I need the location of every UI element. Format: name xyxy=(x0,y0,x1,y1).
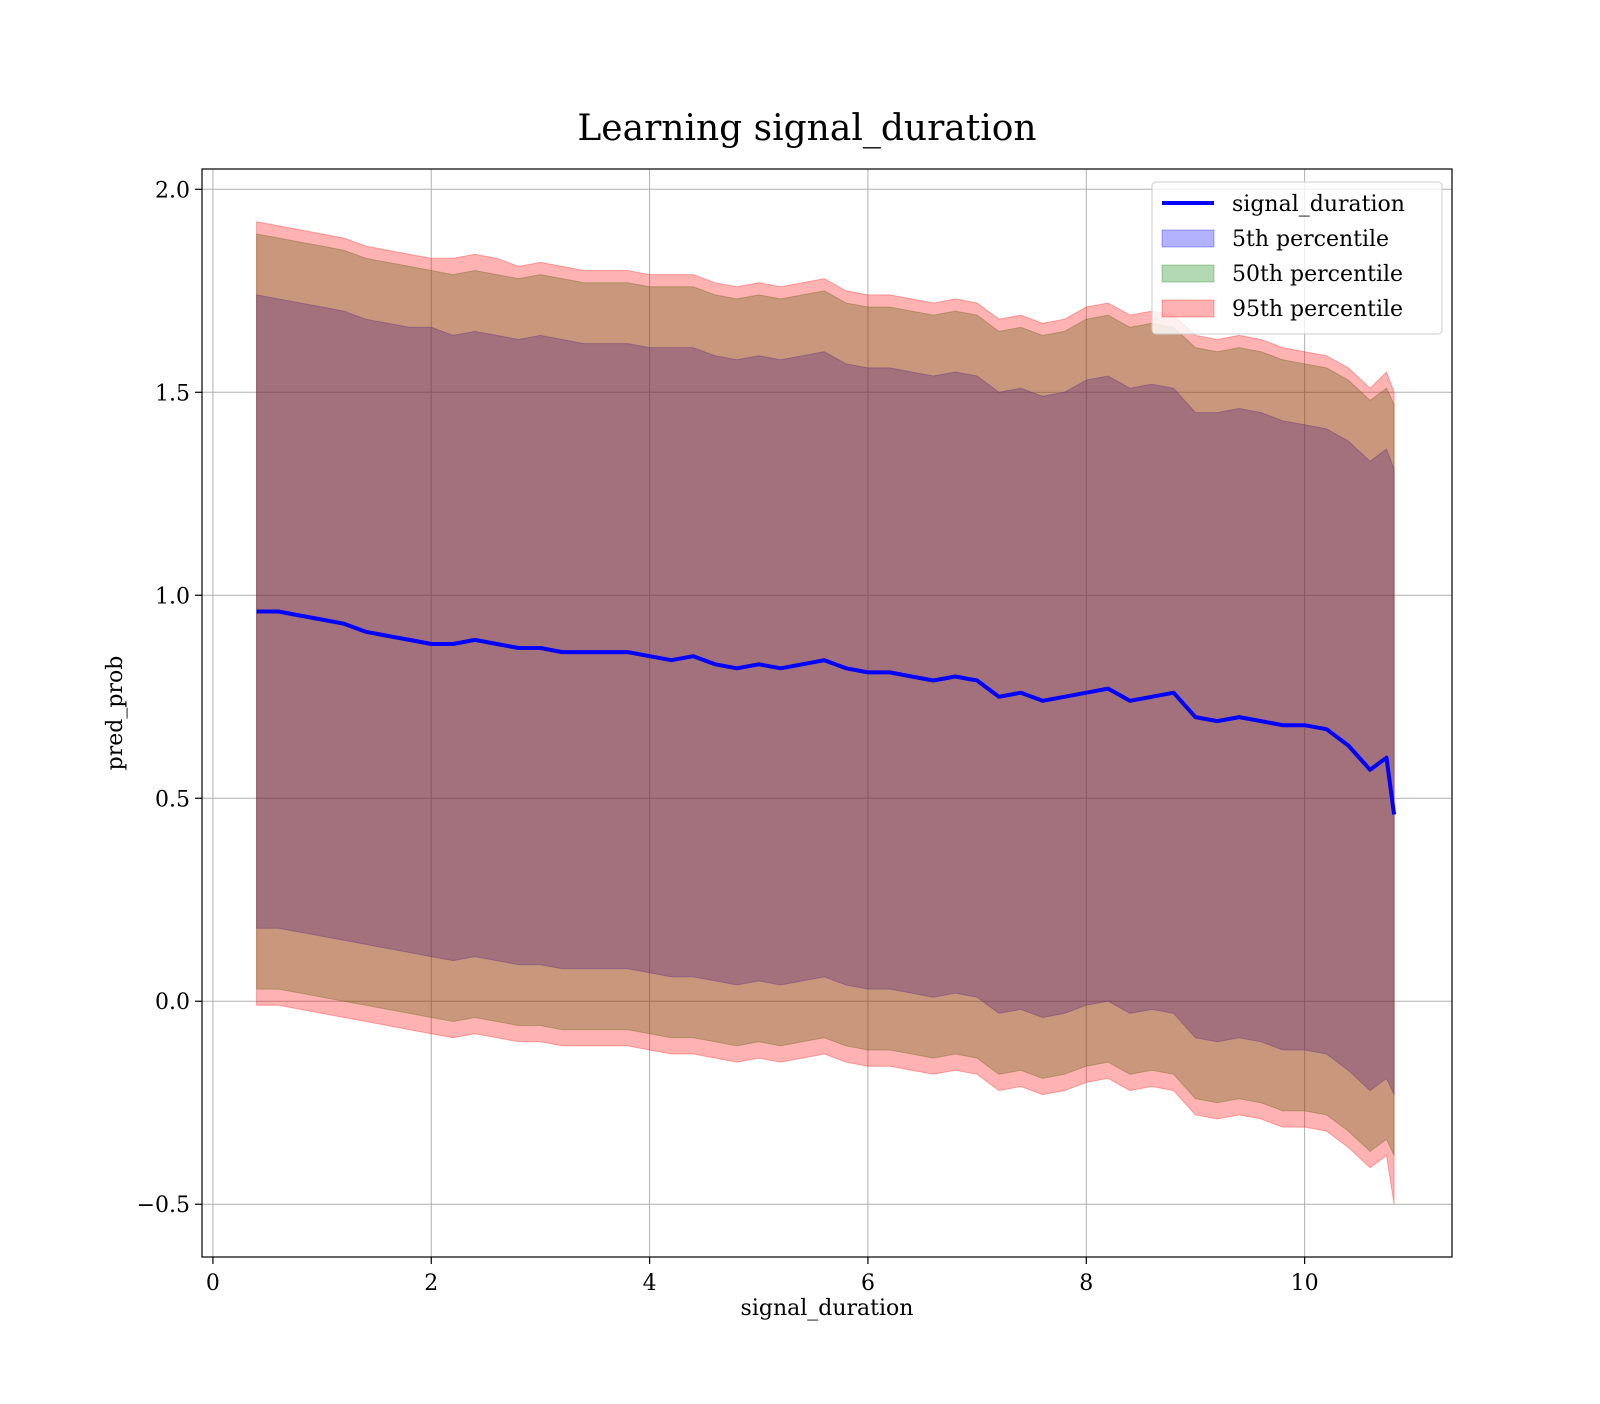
y-tick-label-0: −0.5 xyxy=(137,1193,190,1218)
y-tick-label-1: 0.0 xyxy=(155,990,190,1015)
band-5th-percentile xyxy=(256,294,1395,1095)
legend-label-1: 5th percentile xyxy=(1232,227,1389,252)
legend-swatch-1 xyxy=(1161,229,1215,248)
chart-title: Learning signal_duration xyxy=(577,108,1036,149)
legend-swatch-2 xyxy=(1161,264,1215,283)
y-axis-label: pred_prob xyxy=(103,656,128,771)
y-tick-label-3: 1.0 xyxy=(155,584,190,609)
legend-label-0: signal_duration xyxy=(1232,192,1405,217)
percentile-bands xyxy=(256,221,1395,1205)
legend-label-2: 50th percentile xyxy=(1232,262,1403,287)
plot-frame xyxy=(201,168,1453,1258)
x-tick-label-0: 0 xyxy=(206,1271,220,1296)
x-tick-label-1: 2 xyxy=(424,1271,438,1296)
legend-box xyxy=(1151,181,1443,335)
legend: signal_duration 5th percentile 50th percen… xyxy=(1151,181,1443,335)
y-ticks: −0.5 0.0 0.5 1.0 1.5 2.0 xyxy=(137,178,202,1218)
x-tick-label-5: 10 xyxy=(1291,1271,1319,1296)
legend-label-3: 95th percentile xyxy=(1232,297,1403,322)
series-lines xyxy=(256,609,1397,815)
x-ticks: 0 2 4 6 8 10 xyxy=(206,1257,1319,1296)
x-axis-label: signal_duration xyxy=(741,1296,914,1321)
band-95th-percentile xyxy=(256,221,1395,1205)
x-tick-label-3: 6 xyxy=(861,1271,875,1296)
y-tick-label-2: 0.5 xyxy=(155,787,190,812)
series-line-signal_duration xyxy=(256,609,1397,815)
legend-swatch-3 xyxy=(1161,299,1215,318)
x-tick-label-2: 4 xyxy=(643,1271,657,1296)
band-50th-percentile xyxy=(256,233,1395,1156)
y-tick-label-4: 1.5 xyxy=(155,381,190,406)
x-tick-label-4: 8 xyxy=(1079,1271,1093,1296)
grid-lines xyxy=(202,169,1452,1257)
y-tick-label-5: 2.0 xyxy=(155,178,190,203)
